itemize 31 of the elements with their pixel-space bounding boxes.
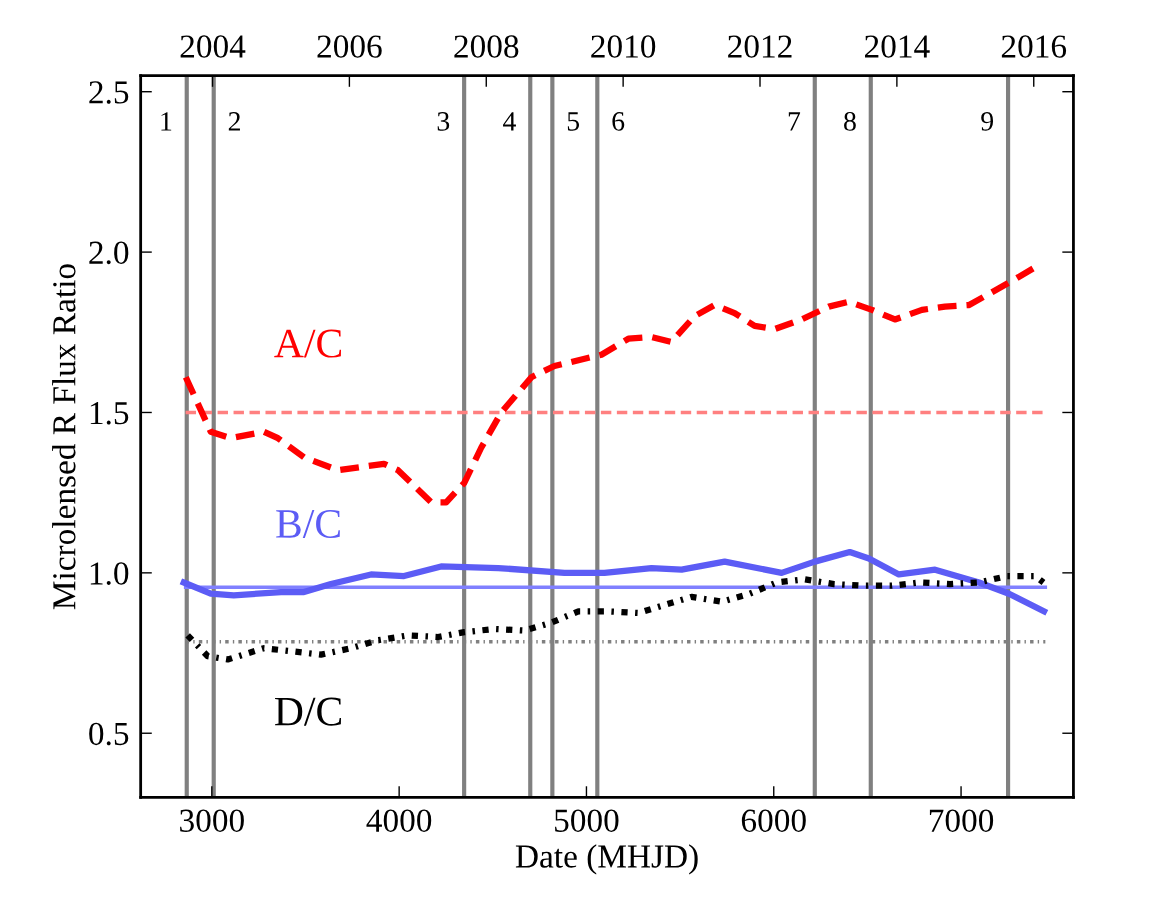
y-tick-label: 2.5 (89, 81, 129, 104)
annotation: 8 (844, 112, 856, 131)
annotation: 3 (437, 112, 450, 131)
annotation: 2 (228, 112, 240, 131)
y-axis-title: Microlensed R Flux Ratio (52, 264, 76, 610)
series-label: D/C (275, 697, 341, 726)
x2-tick-label: 2006 (317, 35, 382, 58)
x2-tick-label: 2014 (865, 35, 930, 58)
series-label: A/C (274, 329, 341, 358)
annotation: 4 (503, 112, 516, 131)
series-label: B/C (276, 509, 340, 538)
y-tick-label: 1.5 (90, 402, 129, 425)
annotation: 9 (981, 112, 994, 131)
annotation: 5 (567, 112, 580, 131)
x-tick-label: 7000 (929, 809, 994, 832)
x2-tick-label: 2010 (591, 35, 656, 58)
x-tick-label: 6000 (741, 809, 806, 832)
x-tick-label: 4000 (366, 809, 432, 832)
x2-tick-label: 2012 (728, 35, 792, 58)
y-tick-label: 2.0 (89, 241, 129, 265)
annotation: 1 (161, 112, 172, 131)
x-tick-label: 5000 (555, 809, 619, 832)
y-tick-label: 0.5 (89, 722, 129, 746)
y-tick-label: 1.0 (90, 562, 129, 585)
x2-tick-label: 2004 (180, 35, 246, 58)
x2-tick-label: 2016 (1001, 35, 1067, 58)
x-axis-title: Date (MHJD) (515, 844, 698, 875)
annotation: 6 (612, 112, 625, 131)
x2-tick-label: 2008 (454, 35, 519, 58)
x-tick-label: 3000 (180, 809, 244, 832)
annotation: 7 (788, 112, 801, 131)
